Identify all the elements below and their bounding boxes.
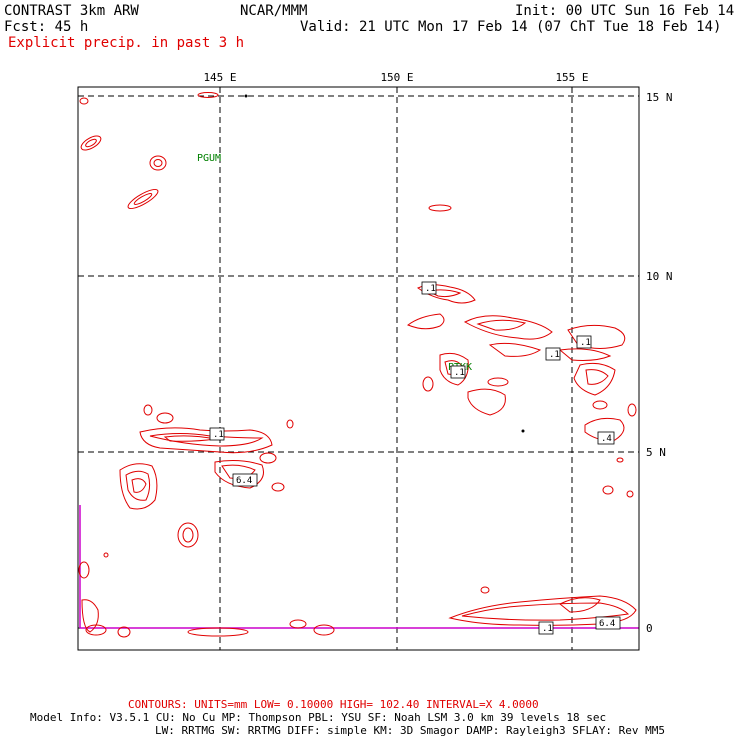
- domain-boundary: [79, 505, 639, 629]
- contour-cell: [417, 284, 476, 304]
- contour-label: .1: [209, 427, 225, 441]
- contour-cell: [592, 400, 608, 410]
- contour-cell: [626, 490, 634, 498]
- contour-cell: [187, 627, 249, 637]
- contour-cell: [488, 342, 542, 357]
- valid-time: Valid: 21 UTC Mon 17 Feb 14 (07 ChT Tue …: [300, 19, 722, 35]
- contour-cell: [163, 435, 216, 442]
- init-time: Init: 00 UTC Sun 16 Feb 14: [515, 3, 735, 19]
- contour-cell: [585, 369, 609, 385]
- contour-cell: [131, 478, 147, 493]
- station-label-pgum: PGUM: [197, 153, 221, 164]
- contour-cell: [153, 159, 163, 167]
- contour-label: .4: [597, 431, 615, 445]
- contour-cell: [602, 485, 614, 495]
- contour-label: .1: [421, 281, 437, 295]
- contour-cell: [289, 619, 307, 629]
- contour-cell: [573, 362, 616, 396]
- contour-cell: [149, 155, 167, 171]
- contour-cell: [461, 602, 630, 621]
- plot-frame: [77, 86, 640, 651]
- contour-cell: [476, 319, 527, 331]
- contour-cell: [139, 427, 273, 454]
- svg-text:.1: .1: [213, 430, 224, 440]
- contour-cell: [103, 552, 109, 558]
- lon-label-145: 145 E: [203, 71, 236, 84]
- contour-cell: [558, 348, 612, 361]
- contour-cell: [79, 97, 89, 105]
- lat-label-0: 0: [646, 622, 653, 635]
- contour-label: 6.4: [232, 473, 258, 487]
- lat-label-5n: 5 N: [646, 446, 666, 459]
- contour-cell: [286, 419, 294, 429]
- svg-text:6.4: 6.4: [236, 476, 252, 486]
- lat-label-10n: 10 N: [646, 270, 673, 283]
- lon-label-150: 150 E: [380, 71, 413, 84]
- contour-cell: [426, 289, 462, 298]
- contour-cell: [143, 404, 153, 416]
- model-title: CONTRAST 3km ARW: [4, 3, 139, 19]
- org-label: NCAR/MMM: [240, 3, 308, 19]
- precip-contours: [78, 92, 637, 638]
- svg-text:.1: .1: [580, 338, 591, 348]
- contour-cell: [480, 586, 490, 594]
- contour-cell: [428, 204, 452, 212]
- contour-cell: [463, 315, 553, 340]
- contour-cell: [85, 138, 97, 148]
- contour-label: .1: [545, 347, 561, 361]
- contour-cell: [156, 412, 174, 424]
- contour-cell: [448, 595, 637, 626]
- contour-cell: [406, 313, 445, 330]
- forecast-hour: Fcst: 45 h: [4, 19, 89, 35]
- contour-cell: [182, 527, 194, 543]
- svg-text:.1: .1: [454, 368, 465, 378]
- graticule: [78, 87, 639, 650]
- contour-value-labels: .1 .1 .1 .1 .4 .1 6.4 .1: [209, 281, 621, 635]
- contour-cell: [487, 377, 509, 387]
- svg-text:.1: .1: [549, 350, 560, 360]
- contour-cell: [81, 599, 99, 633]
- contour-cell: [627, 403, 637, 417]
- contour-label: .1: [538, 621, 554, 635]
- field-title: Explicit precip. in past 3 h: [8, 35, 245, 51]
- contour-cell: [78, 561, 90, 579]
- contour-cell: [214, 460, 264, 489]
- contour-cell: [133, 193, 153, 205]
- contour-info: CONTOURS: UNITS=mm LOW= 0.10000 HIGH= 10…: [128, 698, 539, 711]
- contour-cell: [197, 92, 219, 98]
- lat-label-15n: 15 N: [646, 91, 673, 104]
- contour-label: .1: [576, 335, 592, 349]
- contour-cell: [559, 597, 601, 613]
- contour-cell: [259, 452, 277, 464]
- contour-cell: [313, 624, 335, 636]
- contour-cell: [422, 376, 434, 392]
- contour-cell: [271, 482, 285, 492]
- contour-cell: [567, 324, 626, 349]
- contour-cell: [80, 135, 102, 151]
- svg-text:6.4: 6.4: [599, 619, 615, 629]
- contour-cell: [149, 433, 264, 447]
- contour-cell: [467, 388, 506, 416]
- contour-cell: [439, 352, 469, 386]
- contour-label: .1: [450, 365, 466, 379]
- contour-cell: [85, 624, 107, 636]
- contour-cell: [616, 457, 624, 463]
- svg-text:.1: .1: [542, 624, 553, 634]
- contour-label: 6.4: [595, 616, 621, 630]
- lon-label-155: 155 E: [555, 71, 588, 84]
- contour-cell: [119, 463, 158, 510]
- contour-cell: [127, 188, 159, 210]
- contour-cell: [177, 522, 199, 548]
- contour-cell: [125, 470, 151, 501]
- contour-cell: [117, 626, 131, 638]
- svg-text:.1: .1: [425, 284, 436, 294]
- contour-cell: [584, 417, 625, 441]
- map-markers: [244, 94, 525, 433]
- model-info-line1: Model Info: V3.5.1 CU: No Cu MP: Thompso…: [30, 711, 607, 724]
- model-info-line2: LW: RRTMG SW: RRTMG DIFF: simple KM: 3D …: [155, 724, 665, 737]
- svg-text:.4: .4: [601, 434, 612, 444]
